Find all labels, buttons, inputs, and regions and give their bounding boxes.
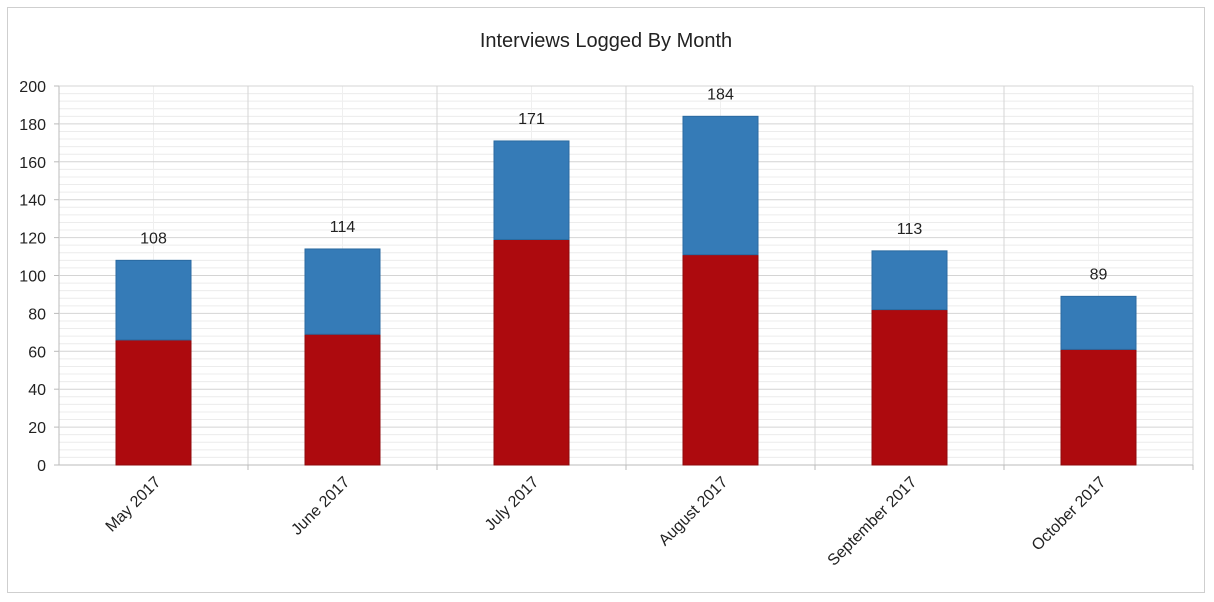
- y-tick-label: 100: [19, 269, 46, 286]
- y-tick-label: 140: [19, 193, 46, 210]
- y-tick-label: 180: [19, 117, 46, 134]
- x-tick-label: May 2017: [103, 474, 165, 536]
- y-tick-label: 200: [19, 79, 46, 96]
- bar-segment-lower: [493, 238, 570, 466]
- bar-total-label: 171: [518, 111, 545, 128]
- y-tick-label: 20: [28, 420, 46, 437]
- y-tick-label: 0: [37, 458, 46, 475]
- chart-title: Interviews Logged By Month: [479, 30, 733, 52]
- bar-total-label: 114: [330, 219, 356, 236]
- bar-segment-upper: [115, 259, 192, 341]
- y-tick-label: 160: [19, 155, 46, 172]
- bar-total-label: 108: [140, 230, 167, 247]
- bar-segment-lower: [1060, 348, 1137, 466]
- bar-total-label: 89: [1090, 266, 1108, 283]
- x-tick-label: June 2017: [288, 474, 353, 539]
- bar-segment-lower: [871, 309, 948, 466]
- x-tick-label: August 2017: [656, 474, 732, 550]
- y-tick-label: 40: [28, 382, 46, 399]
- y-tick-label: 60: [28, 344, 46, 361]
- bar-segment-lower: [682, 254, 759, 466]
- bar-segment-upper: [493, 140, 570, 240]
- x-tick-label: September 2017: [825, 474, 921, 570]
- bar-segment-upper: [304, 248, 381, 335]
- y-tick-label: 120: [19, 231, 46, 248]
- bar-total-label: 113: [897, 221, 923, 238]
- bar-segment-upper: [682, 115, 759, 256]
- bar-segment-lower: [115, 339, 192, 466]
- bar-total-label: 184: [707, 86, 734, 103]
- bar-segment-lower: [304, 333, 381, 466]
- x-tick-label: October 2017: [1029, 474, 1110, 555]
- x-tick-label: July 2017: [482, 474, 543, 535]
- bar-segment-upper: [1060, 295, 1137, 350]
- chart-frame: Interviews Logged By Month: [7, 7, 1205, 593]
- bar-segment-upper: [871, 250, 948, 311]
- y-tick-label: 80: [28, 306, 46, 323]
